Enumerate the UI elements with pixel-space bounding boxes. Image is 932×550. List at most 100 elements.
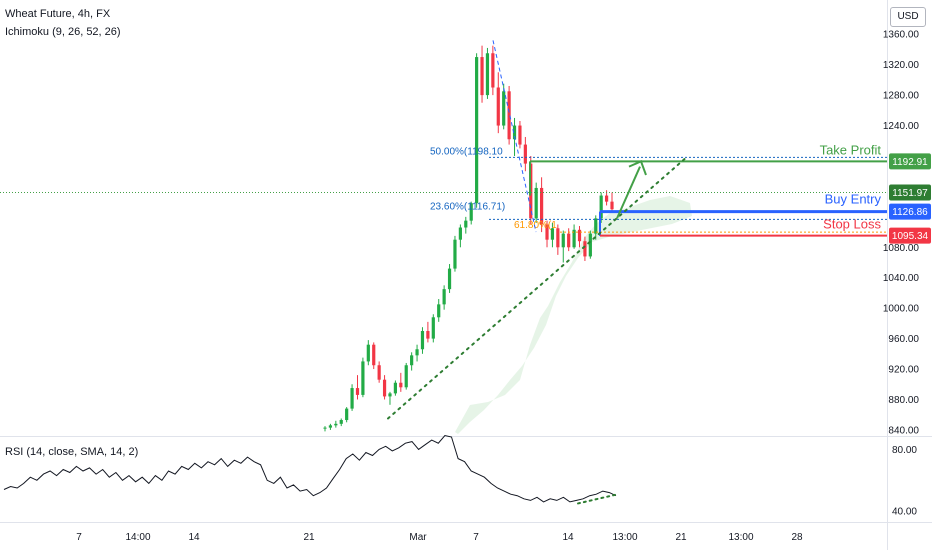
stop-loss-label: Stop Loss [823,217,881,232]
time-tick-label: 28 [791,532,803,543]
price-label-box [889,184,931,201]
candle-body [361,361,365,395]
candle-body [393,382,397,394]
price-tick-label: 1320.00 [883,60,920,71]
candle-body [567,233,571,248]
candle-body [415,349,419,356]
price-label-text: 1192.91 [892,157,928,168]
candle-body [464,220,468,228]
candle-body [447,268,452,290]
candle-body [583,241,587,257]
time-tick-label: 21 [303,532,315,543]
price-label-text: 1095.34 [892,231,929,242]
candle-body [475,57,479,204]
price-tick-label: 1040.00 [883,273,920,284]
candle-body [372,344,376,366]
target-arrow-shaft [616,166,641,219]
candle-body [323,427,327,429]
price-tick-label: 1360.00 [883,30,920,41]
candle-body [610,201,614,210]
fib-projection-line [492,40,537,233]
candle-body [437,304,441,318]
candle-body [442,289,446,305]
fib-label: 23.60%(1116.71) [430,201,505,212]
chart-title: Wheat Future, 4h, FX [5,8,111,20]
candle-body [577,229,582,242]
price-tick-label: 840.00 [888,425,919,436]
candle-body [572,229,576,248]
candle-body [382,379,387,397]
candle-body [491,53,495,88]
candle-body [540,187,544,225]
time-tick-label: Mar [409,532,427,543]
candle-body [410,355,414,366]
candle-body [458,227,462,240]
price-label-text: 1151.97 [892,188,928,199]
rsi-label: RSI (14, close, SMA, 14, 2) [5,446,139,458]
price-tick-label: 920.00 [888,365,919,376]
price-tick-label: 1240.00 [883,121,920,132]
rsi-tick-label: 80.00 [892,445,917,456]
time-tick-label: 14 [562,532,574,543]
candle-body [355,388,360,395]
candle-body [431,317,435,339]
candle-body [485,53,490,96]
time-tick-label: 13:00 [728,532,753,543]
candle-body [366,344,370,362]
time-tick-label: 7 [473,532,479,543]
candle-body [594,218,598,234]
candle-body [556,228,560,248]
candle-body [426,330,430,339]
candle-body [469,203,473,221]
candle-body [561,233,565,248]
candle-body [399,382,403,388]
ichimoku-cloud [455,196,692,434]
price-tick-label: 1280.00 [883,91,920,102]
candle-body [334,423,338,426]
time-tick-label: 7 [76,532,82,543]
candle-body [377,365,381,380]
price-label-box [889,153,931,170]
candle-body [604,195,609,202]
candle-body [496,87,500,126]
candle-body [404,365,408,388]
candle-body [502,91,506,126]
time-tick-label: 14 [188,532,200,543]
candle-body [518,125,522,145]
rsi-trendline [577,493,619,505]
candle-body [350,388,354,409]
target-arrow-head [628,159,647,176]
price-label-box [889,203,931,220]
time-tick-label: 13:00 [612,532,637,543]
candle-body [507,91,511,140]
time-tick-label: 21 [675,532,687,543]
candle-body [550,228,555,240]
trendline [387,154,689,420]
fib-label: 61.80%(1 [514,220,557,231]
candle-body [512,125,517,140]
candle-body [388,393,392,397]
time-tick-label: 14:00 [125,532,150,543]
candle-body [534,187,538,219]
candle-body [328,425,333,428]
price-tick-label: 1080.00 [883,243,920,254]
candle-body [588,233,592,257]
candle-body [339,420,343,424]
candle-body [453,239,457,269]
price-tick-label: 880.00 [888,395,919,406]
price-tick-label: 1000.00 [883,304,920,315]
buy-entry-label: Buy Entry [825,192,882,207]
indicator-label: Ichimoku (9, 26, 52, 26) [5,26,121,38]
price-label-box [889,227,931,244]
candle-body [599,195,603,219]
price-label-text: 1126.86 [892,207,928,218]
candle-body [480,57,484,96]
candle-body [345,408,349,421]
candle-body [545,224,549,240]
fib-label: 50.00%(1198.10 [430,146,503,157]
currency-button[interactable]: USD [890,7,926,27]
candle-body [523,144,527,164]
rsi-tick-label: 40.00 [892,507,917,518]
price-tick-label: 960.00 [888,334,919,345]
